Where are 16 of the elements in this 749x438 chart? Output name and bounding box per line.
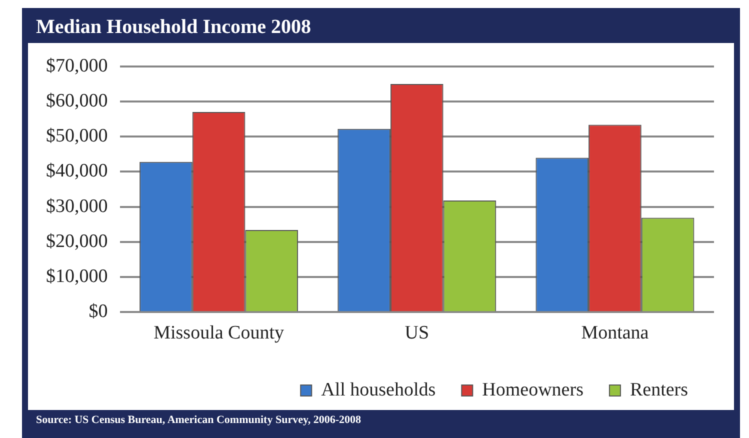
y-tick-label: $60,000 <box>46 90 108 112</box>
chart-title: Median Household Income 2008 <box>35 15 312 40</box>
x-tick-label: Missoula County <box>154 322 284 344</box>
x-tick-label: Montana <box>581 322 650 344</box>
y-tick-label: $40,000 <box>46 160 108 182</box>
legend-label: Homeowners <box>482 379 584 400</box>
y-tick-label: $30,000 <box>46 196 108 217</box>
x-tick-label: US <box>404 322 430 344</box>
y-tick-label: $10,000 <box>46 266 108 288</box>
legend-label: Renters <box>630 379 688 400</box>
y-tick-label: $20,000 <box>46 230 108 252</box>
y-tick-label: $50,000 <box>46 126 108 147</box>
y-tick-label: $0 <box>88 301 108 322</box>
source-note: Source: US Census Bureau, American Community Survey, 2006-2008 <box>35 413 362 428</box>
legend-label: All households <box>321 379 436 400</box>
y-tick-label: $70,000 <box>46 55 108 76</box>
